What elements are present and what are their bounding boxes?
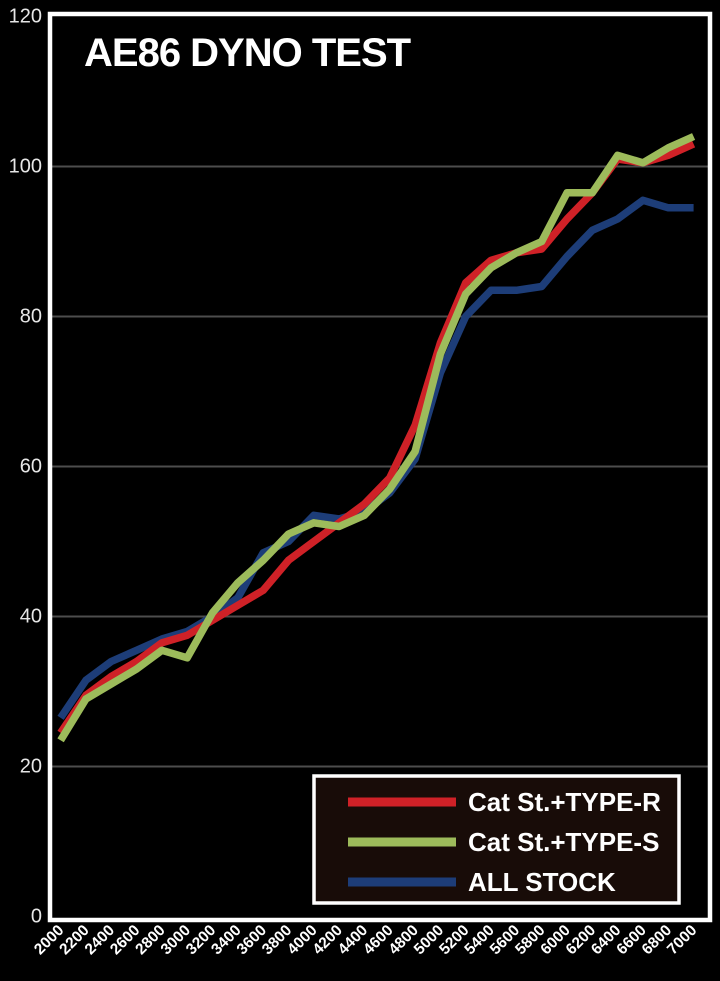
series-line-cat-st-type-r — [57, 140, 696, 735]
legend-label-all-stock: ALL STOCK — [468, 867, 616, 897]
series-line-cat-st-type-s — [57, 133, 696, 743]
series-lines — [57, 133, 696, 743]
legend: Cat St.+TYPE-R Cat St.+TYPE-S ALL STOCK — [312, 774, 681, 905]
y-tick-label: 40 — [20, 606, 42, 628]
chart-title: AE86 DYNO TEST — [84, 31, 411, 75]
legend-label-cat-st-type-r: Cat St.+TYPE-R — [468, 787, 661, 817]
series-line-all-stock — [57, 196, 694, 720]
y-tick-label: 60 — [20, 456, 42, 478]
gridlines — [52, 165, 708, 768]
x-axis-tick-labels: 2000220024002600280030003200340036003800… — [31, 922, 700, 958]
y-axis-tick-labels: 0 20 40 60 80 100 120 — [9, 6, 42, 928]
y-tick-label: 80 — [20, 306, 42, 328]
y-tick-label: 100 — [9, 156, 42, 178]
plot-border — [47, 11, 713, 923]
y-tick-label: 20 — [20, 756, 42, 778]
x-tick-label: 7000 — [664, 922, 700, 958]
legend-label-cat-st-type-s: Cat St.+TYPE-S — [468, 827, 659, 857]
y-tick-label: 120 — [9, 6, 42, 28]
y-tick-label: 0 — [31, 906, 42, 928]
